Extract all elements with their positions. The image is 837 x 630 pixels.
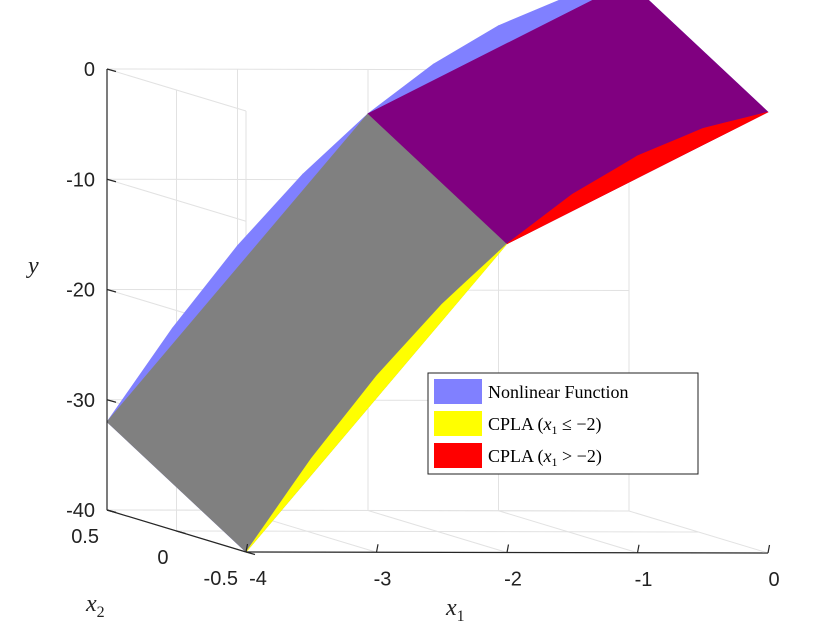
y-axis-label: y: [26, 253, 39, 279]
surface-cpla-high-edge: [506, 111, 769, 245]
grid-line-back-y: [106, 509, 630, 512]
legend-swatch-cpla-high: [434, 443, 482, 468]
x1-tick-mark: [767, 544, 771, 554]
x2-axis-label: x2: [85, 591, 105, 621]
y-tick-label: -10: [66, 169, 95, 191]
x1-tick-label: -2: [504, 569, 522, 591]
x1-tick-label: -1: [635, 569, 653, 591]
x2-tick-label: 0: [157, 547, 168, 569]
y-tick-label: -20: [66, 280, 95, 302]
legend-entry-cpla-high: CPLA (x1 > −2): [488, 446, 602, 469]
x2-tick-mark: [176, 530, 186, 535]
x1-tick-label: -3: [374, 568, 392, 590]
surface-layer: [106, 0, 769, 553]
x1-tick-mark: [375, 544, 379, 553]
tick-labels: -4 -3 -2 -1 00.50-0.50-10-20-30-40: [66, 59, 779, 591]
legend-swatch-nonlinear: [434, 379, 482, 404]
x2-tick-label: -0.5: [204, 568, 238, 590]
y-tick-mark: [106, 178, 117, 183]
legend: Nonlinear Function CPLA (x1 ≤ −2) CPLA (…: [427, 372, 699, 475]
x1-tick-mark: [245, 543, 249, 553]
x2-tick-label: 0.5: [71, 526, 99, 548]
y-tick-mark: [106, 399, 117, 403]
x1-tick-label: 0: [768, 569, 779, 591]
x1-axis-label: x1: [445, 595, 465, 625]
x2-tick-mark: [245, 551, 256, 556]
y-tick-mark: [106, 509, 117, 514]
y-tick-mark: [106, 288, 117, 293]
y-tick-label: -40: [66, 500, 95, 522]
legend-swatch-cpla-low: [434, 411, 482, 436]
x1-tick-label: -4: [249, 568, 267, 590]
y-tick-mark: [106, 68, 117, 73]
legend-entry-nonlinear: Nonlinear Function: [488, 382, 628, 402]
x1-tick-mark: [636, 544, 640, 553]
grid-line-side-y: [106, 178, 247, 222]
y-tick-label: 0: [84, 59, 95, 81]
y-tick-label: -30: [66, 390, 95, 412]
grid-line-side-y: [106, 68, 247, 112]
x1-tick-mark: [506, 544, 510, 553]
legend-entry-cpla-low: CPLA (x1 ≤ −2): [488, 414, 602, 437]
